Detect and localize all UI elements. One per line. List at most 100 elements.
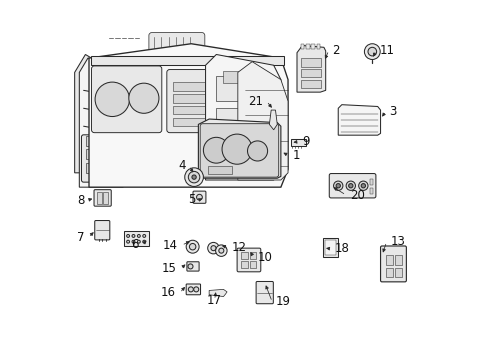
FancyBboxPatch shape (167, 69, 273, 133)
Bar (395, 255, 402, 265)
Bar (311, 44, 315, 49)
Circle shape (95, 82, 129, 117)
Polygon shape (198, 119, 281, 178)
Text: 4: 4 (178, 159, 186, 172)
FancyBboxPatch shape (237, 248, 261, 272)
FancyBboxPatch shape (187, 262, 199, 271)
Circle shape (222, 134, 252, 164)
Circle shape (194, 287, 199, 292)
Circle shape (132, 234, 135, 237)
Circle shape (349, 184, 353, 188)
Circle shape (185, 168, 203, 186)
Text: 19: 19 (276, 296, 291, 309)
Text: 2: 2 (333, 44, 340, 57)
Polygon shape (209, 289, 227, 297)
Circle shape (190, 243, 196, 250)
FancyBboxPatch shape (329, 174, 376, 198)
Circle shape (219, 248, 224, 253)
Polygon shape (89, 44, 288, 187)
Bar (291, 139, 306, 146)
FancyBboxPatch shape (81, 135, 122, 182)
Bar (300, 80, 321, 88)
Circle shape (126, 240, 129, 243)
Bar (87, 149, 99, 159)
Text: 13: 13 (390, 235, 405, 248)
Circle shape (368, 47, 377, 56)
Circle shape (208, 242, 219, 254)
Text: 8: 8 (77, 194, 84, 207)
Bar (216, 76, 274, 101)
Bar (173, 94, 263, 103)
FancyBboxPatch shape (149, 33, 205, 55)
Bar (386, 255, 393, 265)
Circle shape (137, 234, 140, 237)
Bar (223, 71, 238, 83)
Text: 11: 11 (379, 44, 394, 57)
Bar (87, 163, 99, 173)
Circle shape (129, 83, 159, 113)
Text: 3: 3 (390, 105, 397, 118)
Circle shape (143, 234, 146, 237)
Bar (103, 192, 108, 204)
Bar (325, 240, 337, 255)
Bar (250, 261, 256, 267)
Bar (173, 82, 263, 91)
FancyBboxPatch shape (193, 191, 206, 203)
Text: 5: 5 (189, 193, 196, 206)
Polygon shape (74, 54, 92, 173)
Circle shape (211, 246, 216, 251)
Bar (124, 231, 148, 246)
Circle shape (361, 184, 366, 188)
Circle shape (203, 137, 229, 163)
FancyBboxPatch shape (94, 190, 111, 206)
Bar (216, 108, 274, 134)
Bar (173, 106, 263, 114)
Circle shape (192, 175, 196, 179)
Text: 7: 7 (77, 231, 85, 244)
Text: 15: 15 (162, 262, 177, 275)
Circle shape (346, 181, 355, 190)
Circle shape (196, 194, 202, 200)
Circle shape (216, 245, 227, 256)
Text: 21: 21 (248, 95, 263, 108)
Bar (395, 267, 402, 277)
FancyBboxPatch shape (186, 284, 200, 295)
Circle shape (365, 44, 380, 59)
Circle shape (334, 181, 343, 190)
Bar (370, 188, 373, 194)
Circle shape (188, 287, 194, 292)
Circle shape (247, 141, 268, 161)
Circle shape (186, 240, 199, 253)
Bar (173, 118, 263, 126)
Circle shape (188, 264, 193, 269)
Text: 16: 16 (161, 287, 176, 300)
Polygon shape (205, 54, 281, 180)
Polygon shape (270, 110, 277, 130)
Bar (300, 69, 321, 77)
FancyBboxPatch shape (200, 124, 279, 177)
Text: 12: 12 (231, 241, 246, 254)
Text: 14: 14 (163, 239, 178, 252)
Bar (317, 44, 320, 49)
Circle shape (126, 234, 129, 237)
Bar (306, 44, 310, 49)
Bar (216, 140, 274, 166)
Text: 20: 20 (350, 189, 365, 202)
FancyBboxPatch shape (256, 282, 273, 304)
Bar (386, 267, 393, 277)
Polygon shape (238, 62, 288, 180)
Bar (87, 135, 99, 145)
Circle shape (188, 171, 200, 183)
Bar (300, 58, 321, 67)
Text: 1: 1 (293, 149, 300, 162)
Bar (300, 44, 304, 49)
Circle shape (132, 240, 135, 243)
Bar (242, 252, 248, 259)
Bar (91, 56, 285, 65)
Bar (97, 192, 101, 204)
Text: 18: 18 (335, 242, 349, 255)
Text: 6: 6 (131, 238, 139, 251)
Bar (370, 179, 373, 185)
Text: 9: 9 (302, 135, 310, 148)
Polygon shape (338, 105, 381, 135)
